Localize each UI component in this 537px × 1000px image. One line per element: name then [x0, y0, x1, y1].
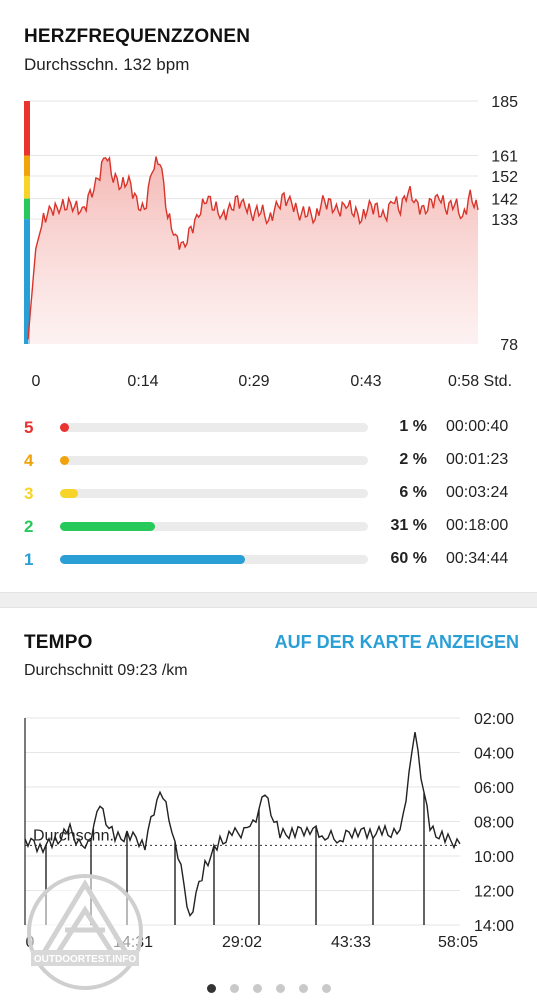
- x-tick-label: 58:05: [438, 934, 478, 951]
- y-tick-label: 14:00: [474, 918, 514, 935]
- tempo-line: [24, 731, 461, 925]
- zone-duration: 00:00:40: [446, 418, 509, 435]
- zone-band-4: [24, 155, 30, 176]
- page-dot[interactable]: [252, 984, 262, 993]
- zone-number: 1: [24, 550, 34, 569]
- zone-row-4: 4 2 % 00:01:23: [0, 449, 537, 473]
- zone-bar-fill: [60, 555, 245, 564]
- zone-band-1: [24, 219, 30, 344]
- zone-row-3: 3 6 % 00:03:24: [0, 482, 537, 506]
- zone-percent: 31 %: [390, 517, 427, 534]
- zone-band-2: [24, 198, 30, 220]
- zone-bar-fill: [60, 489, 79, 498]
- zone-row-2: 2 31 % 00:18:00: [0, 515, 537, 539]
- watermark-logo: OUTDOORTEST.INFO: [27, 874, 143, 990]
- svg-text:OUTDOORTEST.INFO: OUTDOORTEST.INFO: [34, 954, 136, 965]
- y-tick-label: 10:00: [474, 849, 514, 866]
- y-tick-label: 12:00: [474, 884, 514, 901]
- zone-duration: 00:03:24: [446, 484, 509, 501]
- zone-duration: 00:01:23: [446, 451, 509, 468]
- page-dot[interactable]: [206, 984, 216, 993]
- y-tick-label: 133: [491, 212, 518, 229]
- zone-band-5: [24, 101, 30, 156]
- tempo-title: TEMPO: [24, 632, 93, 653]
- y-tick-label: 06:00: [474, 780, 514, 797]
- zone-percent: 2 %: [399, 451, 427, 468]
- tempo-average: Durchschnitt 09:23 /km: [24, 662, 188, 679]
- zone-row-1: 1 60 % 00:34:44: [0, 548, 537, 572]
- heart-rate-area: [28, 156, 478, 344]
- zone-percent: 6 %: [399, 484, 427, 501]
- page-dot[interactable]: [229, 984, 239, 993]
- x-tick-label: 0:58 Std.: [448, 373, 512, 390]
- zone-bar-track: [60, 555, 368, 564]
- heart-rate-line: [27, 156, 479, 340]
- y-tick-label: 185: [491, 94, 518, 111]
- zone-number: 5: [24, 418, 34, 437]
- zone-percent: 1 %: [399, 418, 427, 435]
- x-tick-label: 43:33: [331, 934, 371, 951]
- zone-duration: 00:34:44: [446, 550, 509, 567]
- zone-band-3: [24, 175, 30, 199]
- heart-rate-average: Durchsschn. 132 bpm: [24, 55, 190, 74]
- zone-bar-track: [60, 423, 368, 432]
- show-on-map-link[interactable]: AUF DER KARTE ANZEIGEN: [274, 632, 519, 652]
- y-tick-label: 78: [500, 337, 518, 354]
- zone-bar-track: [60, 489, 368, 498]
- heart-rate-title: HERZFREQUENZZONEN: [24, 26, 251, 47]
- x-tick-label: 0:29: [238, 373, 269, 390]
- x-tick-label: 0: [32, 373, 41, 390]
- section-divider: [0, 592, 537, 608]
- page-dot[interactable]: [275, 984, 285, 993]
- y-tick-label: 161: [491, 149, 518, 166]
- x-tick-label: 0:14: [127, 373, 158, 390]
- x-tick-label: 29:02: [222, 934, 262, 951]
- page-indicator: [0, 980, 537, 998]
- y-tick-label: 142: [491, 192, 518, 209]
- zone-bar-track: [60, 456, 368, 465]
- zone-bar-fill: [60, 456, 69, 465]
- zone-bar-fill: [60, 423, 69, 432]
- heart-rate-chart: 185 161 152 142 133 78 0 0:14 0:29 0:43 0:58 Std.: [24, 94, 518, 390]
- page-dot[interactable]: [321, 984, 331, 993]
- zone-row-5: 5 1 % 00:00:40: [0, 416, 537, 440]
- x-tick-label: 0:43: [350, 373, 381, 390]
- y-tick-label: 152: [491, 169, 518, 186]
- zone-bar-fill: [60, 522, 156, 531]
- y-tick-label: 04:00: [474, 746, 514, 763]
- zone-number: 3: [24, 484, 34, 503]
- zone-bar-track: [60, 522, 368, 531]
- zone-percent: 60 %: [390, 550, 427, 567]
- page-dot[interactable]: [298, 984, 308, 993]
- zone-duration: 00:18:00: [446, 517, 509, 534]
- zone-number: 4: [24, 451, 34, 470]
- zone-number: 2: [24, 517, 34, 536]
- y-tick-label: 02:00: [474, 711, 514, 728]
- y-tick-label: 08:00: [474, 815, 514, 832]
